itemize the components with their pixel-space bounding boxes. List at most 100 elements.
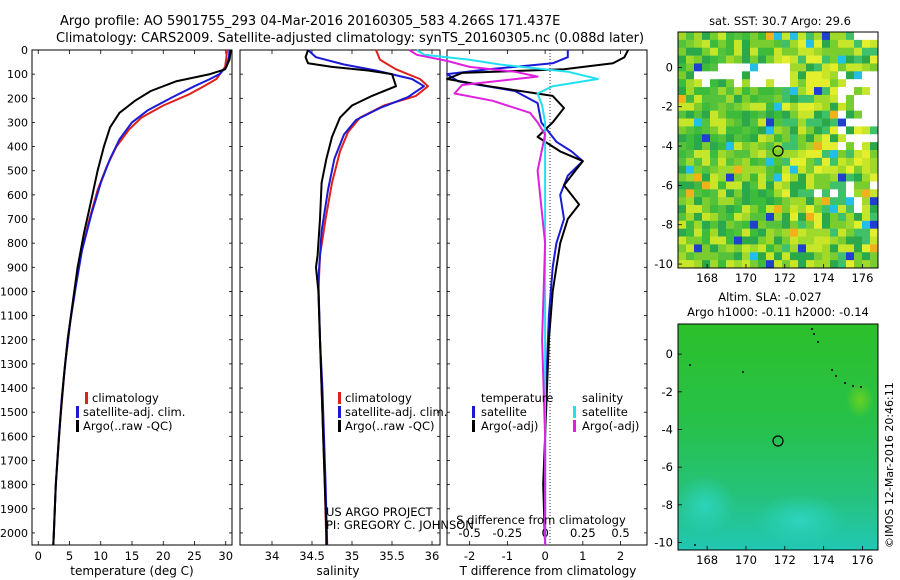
sst-cell [822, 157, 831, 167]
sst-cell [814, 260, 823, 269]
sst-cell [734, 63, 743, 72]
sst-cell [822, 102, 831, 111]
sst-cell [774, 236, 783, 245]
sst-cell [742, 39, 751, 49]
sst-cell [862, 71, 871, 80]
sst-cell [862, 110, 871, 119]
sst-cell [814, 118, 823, 127]
sst-cell [862, 47, 871, 56]
argo-location-marker [772, 145, 784, 157]
sst-cell [782, 181, 791, 190]
sst-cell [702, 79, 711, 88]
sst-cell [790, 252, 799, 261]
sst-cell [734, 39, 743, 49]
sst-cell [678, 110, 687, 119]
sst-cell [854, 212, 863, 222]
sst-cell [814, 157, 823, 167]
sst-cell [782, 126, 791, 135]
sst-cell [846, 252, 855, 261]
sst-cell [686, 63, 695, 72]
legend-argo: Argo(..raw -QC) [83, 419, 173, 433]
imos-credit: ©IMOS 12-Mar-2016 20:46:11 [883, 382, 896, 548]
sst-cell [718, 55, 727, 64]
sst-cell [758, 110, 767, 119]
sst-cell [798, 79, 807, 88]
sst-cell [766, 165, 775, 174]
sst-cell [782, 110, 791, 119]
sst-cell [710, 94, 719, 104]
sst-cell [822, 252, 831, 261]
sst-cell [718, 102, 727, 111]
map-y-tick-label: -6 [662, 460, 673, 474]
sst-cell [854, 55, 863, 64]
sla-feature [846, 382, 874, 418]
sst-cell [830, 102, 839, 111]
sst-cell [686, 94, 695, 104]
sst-cell [742, 87, 751, 96]
sst-cell [766, 55, 775, 64]
sst-cell [686, 134, 695, 143]
sst-cell [758, 212, 767, 222]
sst-cell [718, 197, 727, 206]
difference-top-label: S difference from climatology [456, 513, 626, 527]
sst-cell [718, 181, 727, 190]
sst-cell [806, 110, 815, 119]
sst-cell [814, 228, 823, 237]
salinity-panel: 34 34.5 35 35.5 36 salinity climatology sate… [239, 49, 474, 578]
sst-cell [686, 79, 695, 88]
sst-cell [758, 252, 767, 261]
sst-cell [830, 205, 839, 214]
sst-cell [742, 228, 751, 237]
sst-cell [750, 32, 759, 41]
sst-cell [774, 94, 783, 104]
sst-cell [750, 39, 759, 49]
sst-cell [846, 165, 855, 174]
sst-cell [758, 150, 767, 159]
sst-cell [814, 110, 823, 119]
sst-cell [718, 205, 727, 214]
sst-cell [838, 87, 847, 96]
sst-cell [854, 63, 863, 72]
sst-cell [766, 173, 775, 182]
sst-cell [822, 150, 831, 159]
sst-cell [822, 94, 831, 104]
sst-cell [734, 71, 743, 80]
sst-cell [694, 110, 703, 119]
sst-cell [702, 63, 711, 72]
sst-cell [742, 142, 751, 151]
sst-cell [774, 32, 783, 41]
sst-cell [742, 181, 751, 190]
sst-cell [678, 39, 687, 49]
sst-cell [822, 39, 831, 49]
sst-cell [766, 118, 775, 127]
sst-cell [718, 260, 727, 269]
sst-cell [702, 244, 711, 253]
sst-cell [734, 197, 743, 206]
sst-cell [862, 32, 871, 41]
sst-cell [782, 173, 791, 182]
sst-cell [862, 252, 871, 261]
sst-cell [798, 181, 807, 190]
sst-cell [822, 236, 831, 245]
sst-cell [686, 32, 695, 41]
sst-cell [734, 228, 743, 237]
sst-cell [782, 87, 791, 96]
depth-tick-label: 800 [7, 237, 28, 250]
sst-cell [742, 32, 751, 41]
sst-cell [678, 126, 687, 135]
sst-cell [694, 87, 703, 96]
sst-cell [806, 79, 815, 88]
sst-cell [774, 205, 783, 214]
sst-cell [822, 220, 831, 229]
sst-cell [806, 150, 815, 159]
sst-cell [838, 94, 847, 104]
sst-cell [702, 142, 711, 151]
sst-cell [678, 142, 687, 151]
sst-cell [742, 55, 751, 64]
credit-project: US ARGO PROJECT [326, 505, 434, 519]
sst-cell [734, 134, 743, 143]
series-line-satellite-adj-clim- [52, 49, 231, 546]
sst-cell [686, 260, 695, 269]
sst-cell [678, 32, 687, 41]
map-x-tick-label: 170 [735, 271, 757, 285]
